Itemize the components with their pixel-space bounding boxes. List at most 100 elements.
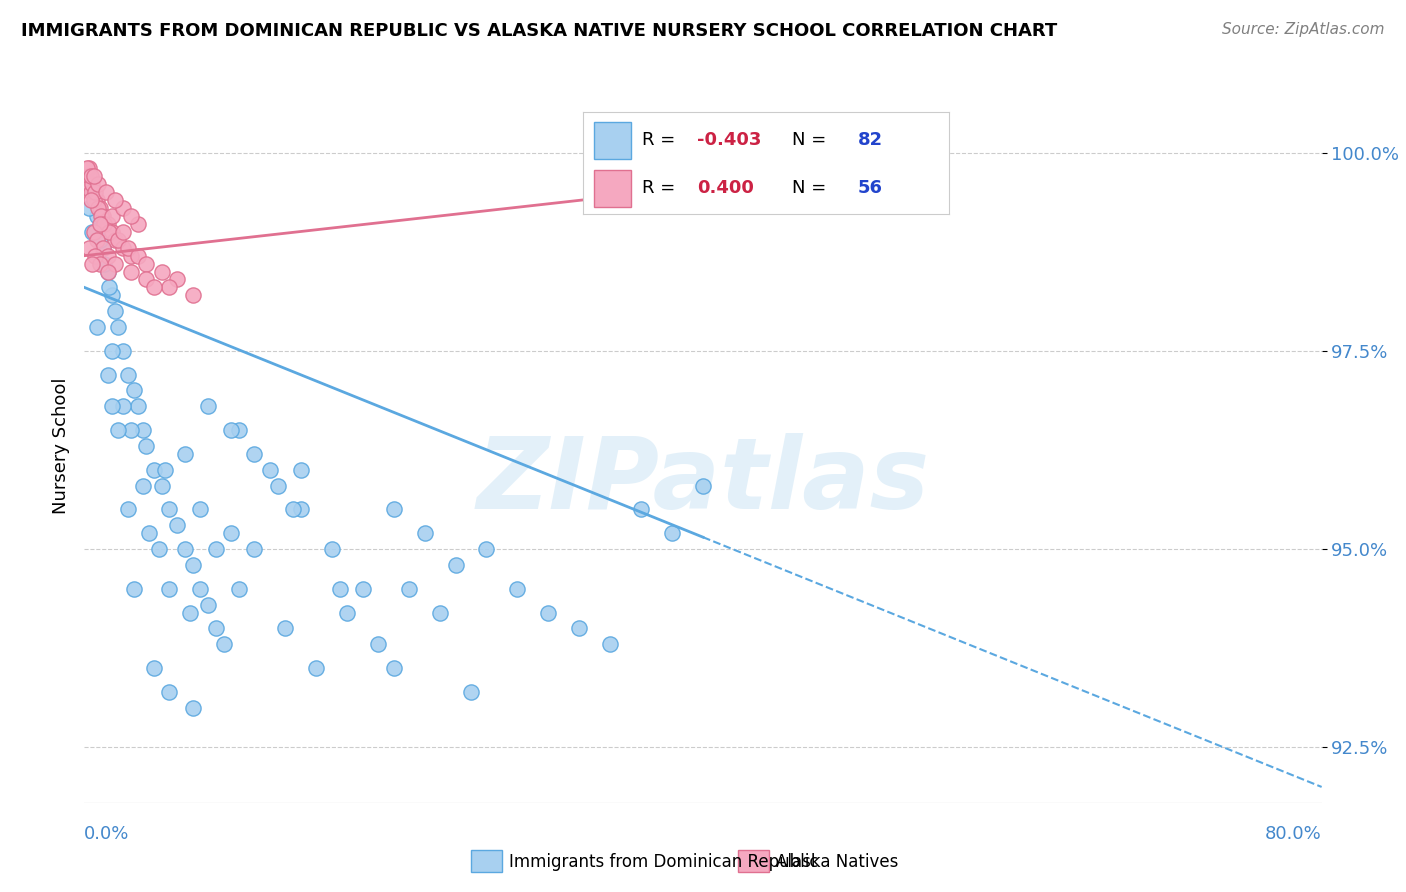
Point: [84, 186, 107, 200]
Point: [329, 582, 352, 596]
Point: [228, 582, 250, 596]
Point: [197, 400, 219, 414]
Point: [120, 209, 142, 223]
Point: [243, 447, 266, 461]
Point: [599, 637, 621, 651]
Point: [290, 463, 312, 477]
Point: [87, 178, 110, 192]
Point: [117, 502, 139, 516]
Point: [506, 582, 529, 596]
Point: [104, 193, 127, 207]
Point: [181, 700, 204, 714]
Text: ZIPatlas: ZIPatlas: [477, 434, 929, 530]
Point: [76, 161, 98, 176]
Point: [83, 169, 105, 184]
Point: [382, 661, 405, 675]
FancyBboxPatch shape: [595, 170, 631, 207]
Point: [79, 186, 101, 200]
Point: [82, 257, 104, 271]
Point: [104, 233, 127, 247]
Point: [537, 606, 560, 620]
Text: 82: 82: [858, 131, 883, 149]
Text: Immigrants from Dominican Republic: Immigrants from Dominican Republic: [509, 853, 818, 871]
Point: [143, 463, 166, 477]
Point: [692, 478, 714, 492]
Text: IMMIGRANTS FROM DOMINICAN REPUBLIC VS ALASKA NATIVE NURSERY SCHOOL CORRELATION C: IMMIGRANTS FROM DOMINICAN REPUBLIC VS AL…: [21, 22, 1057, 40]
Point: [79, 193, 101, 207]
Point: [281, 502, 305, 516]
Point: [82, 186, 104, 200]
Point: [77, 161, 100, 176]
Point: [159, 280, 180, 294]
Text: N =: N =: [792, 131, 827, 149]
Point: [135, 257, 157, 271]
Text: Alaska Natives: Alaska Natives: [776, 853, 898, 871]
Point: [127, 217, 149, 231]
Point: [228, 423, 250, 437]
Point: [96, 217, 118, 231]
Point: [79, 169, 101, 184]
Y-axis label: Nursery School: Nursery School: [52, 377, 70, 515]
Point: [104, 304, 127, 318]
Point: [107, 423, 129, 437]
Point: [444, 558, 467, 572]
Point: [101, 343, 124, 358]
Point: [117, 241, 139, 255]
Point: [181, 288, 204, 302]
Point: [96, 249, 118, 263]
Point: [166, 518, 188, 533]
Point: [212, 637, 235, 651]
Point: [83, 225, 105, 239]
Point: [117, 368, 139, 382]
Point: [91, 241, 114, 255]
Point: [205, 542, 228, 557]
Point: [153, 463, 176, 477]
Point: [89, 233, 111, 247]
Text: R =: R =: [643, 131, 681, 149]
Point: [86, 233, 108, 247]
Point: [661, 526, 683, 541]
Point: [91, 209, 114, 223]
Point: [86, 193, 108, 207]
Point: [101, 400, 124, 414]
Point: [77, 201, 100, 215]
Point: [101, 209, 124, 223]
Point: [305, 661, 328, 675]
Point: [924, 153, 946, 168]
Point: [89, 217, 111, 231]
Text: 80.0%: 80.0%: [1265, 825, 1322, 843]
Point: [93, 257, 115, 271]
Point: [336, 606, 359, 620]
Point: [188, 582, 212, 596]
Point: [120, 423, 142, 437]
Point: [188, 502, 212, 516]
Point: [98, 280, 121, 294]
Point: [138, 526, 160, 541]
Point: [382, 502, 405, 516]
Point: [692, 186, 714, 200]
Point: [460, 685, 482, 699]
Point: [77, 169, 100, 184]
Point: [96, 264, 118, 278]
Point: [150, 264, 173, 278]
Point: [290, 502, 312, 516]
Point: [83, 193, 105, 207]
Point: [413, 526, 436, 541]
Point: [398, 582, 420, 596]
Point: [120, 249, 142, 263]
Point: [132, 423, 155, 437]
Point: [107, 320, 129, 334]
Point: [101, 288, 124, 302]
Point: [159, 582, 180, 596]
Point: [127, 249, 149, 263]
Point: [429, 606, 451, 620]
Point: [197, 598, 219, 612]
Point: [90, 209, 112, 223]
Point: [94, 186, 117, 200]
Point: [143, 661, 166, 675]
Point: [181, 558, 204, 572]
Point: [84, 249, 107, 263]
Point: [89, 257, 111, 271]
Point: [96, 264, 118, 278]
Point: [77, 241, 100, 255]
